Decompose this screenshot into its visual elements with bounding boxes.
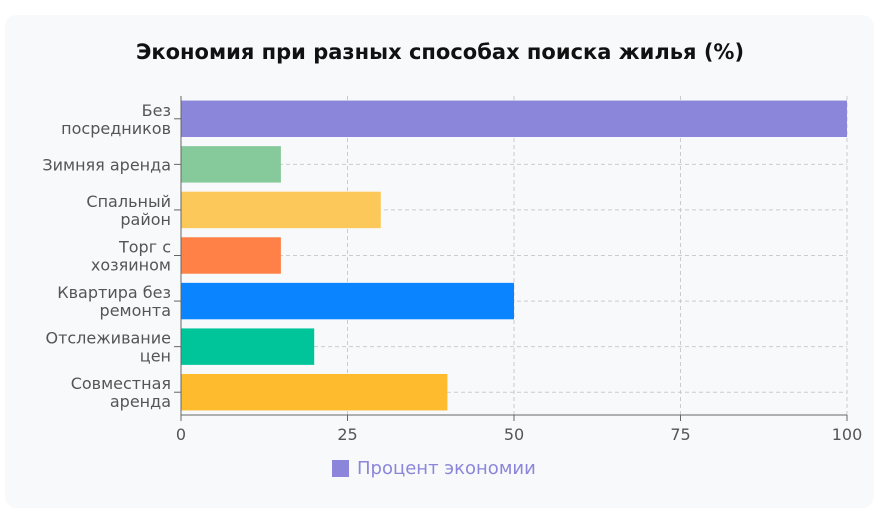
category-label: Без посредников [61, 101, 171, 138]
bar [181, 146, 281, 183]
category-label: Зимняя аренда [42, 155, 171, 174]
category-labels: Без посредников Зимняя аренда Спальный район… [42, 101, 171, 411]
legend-swatch [332, 460, 349, 477]
legend[interactable]: Процент экономии [332, 458, 536, 479]
x-tick-label: 50 [504, 425, 524, 444]
category-label: Спальный район [86, 192, 171, 229]
x-tick-label: 100 [832, 425, 863, 444]
x-tick-label: 75 [670, 425, 690, 444]
x-tick-labels: 0 25 50 75 100 [176, 425, 862, 444]
x-tick-label: 0 [176, 425, 186, 444]
bar [181, 282, 514, 320]
chart-card [5, 15, 874, 508]
axes [174, 96, 848, 421]
bar [181, 191, 381, 229]
chart-title: Экономия при разных способах поиска жиль… [135, 40, 745, 64]
bar [181, 373, 448, 411]
bars [181, 100, 847, 411]
legend-label: Процент экономии [357, 458, 536, 479]
x-tick-label: 25 [337, 425, 357, 444]
bar [181, 100, 847, 138]
category-label: Совместная аренда [71, 374, 171, 411]
category-label: Отслеживание цен [45, 329, 171, 366]
bar [181, 237, 281, 274]
category-label: Торг с хозяином [91, 238, 171, 275]
category-label: Квартира без ремонта [57, 283, 171, 320]
bar [181, 328, 315, 365]
